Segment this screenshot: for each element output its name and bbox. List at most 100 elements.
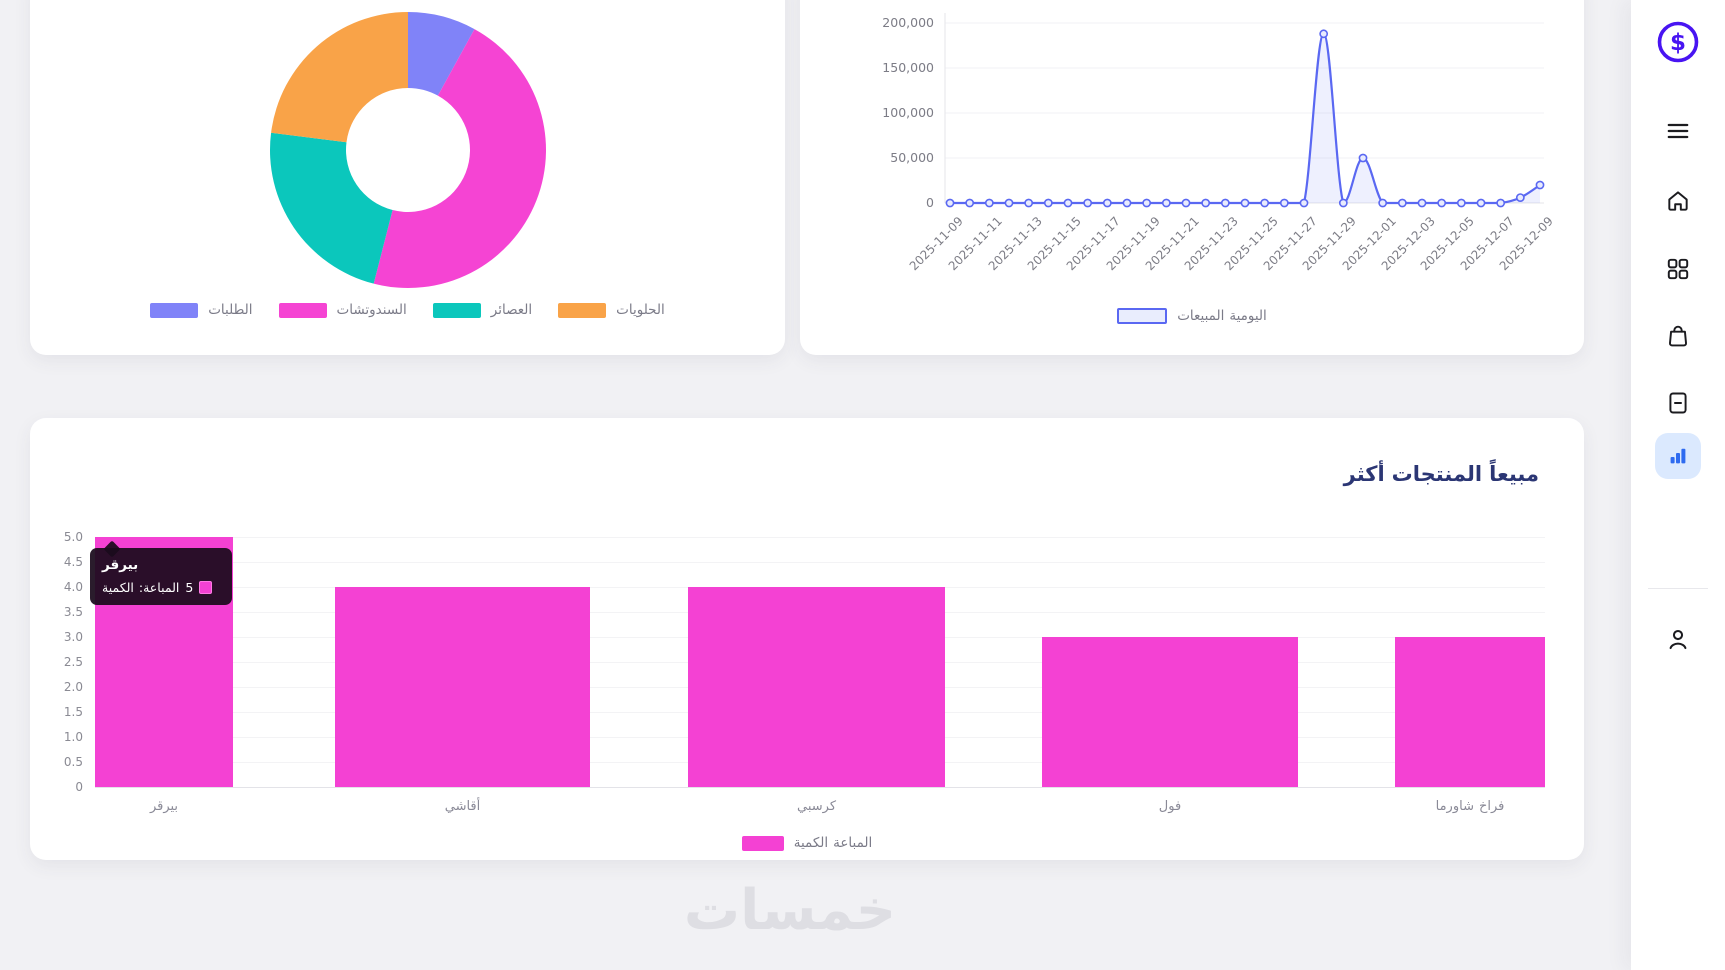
line-point-2025-12-07[interactable] bbox=[1496, 198, 1506, 208]
quantity-sold-legend-label: الكمية المباعة bbox=[793, 835, 873, 851]
line-point-2025-11-19[interactable] bbox=[1142, 198, 1152, 208]
line-point-2025-11-22[interactable] bbox=[1201, 198, 1211, 208]
legend-item-daily-sales[interactable]: المبيعات اليومية bbox=[1117, 308, 1267, 324]
line-point-2025-11-26[interactable] bbox=[1279, 198, 1289, 208]
bar-y-tick: 4.5 bbox=[63, 555, 83, 569]
overview-grid-icon[interactable] bbox=[1665, 256, 1691, 282]
line-point-2025-12-09[interactable] bbox=[1535, 180, 1545, 190]
orders-bag-icon[interactable] bbox=[1665, 323, 1691, 349]
donut-segment-3[interactable] bbox=[271, 12, 408, 143]
donut-legend-item-3[interactable]: الحلويات bbox=[558, 302, 665, 318]
svg-text:$: $ bbox=[1670, 30, 1686, 56]
bar-y-tick: 0.5 bbox=[63, 755, 83, 769]
line-y-tick: 200,000 bbox=[882, 15, 934, 30]
line-point-2025-11-15[interactable] bbox=[1063, 198, 1073, 208]
home-icon[interactable] bbox=[1665, 188, 1691, 214]
line-point-2025-12-01[interactable] bbox=[1378, 198, 1388, 208]
dollar-logo-icon[interactable]: $ bbox=[1656, 20, 1700, 64]
line-point-2025-12-08[interactable] bbox=[1515, 193, 1525, 202]
line-point-2025-11-14[interactable] bbox=[1043, 198, 1053, 208]
invoices-document-icon[interactable] bbox=[1665, 390, 1691, 416]
bar-أقاشي[interactable] bbox=[335, 587, 590, 787]
bar-legend: الكمية المباعة bbox=[30, 835, 1584, 851]
line-point-2025-11-17[interactable] bbox=[1102, 198, 1112, 208]
donut-legend-item-1[interactable]: السندوتشات bbox=[278, 302, 407, 318]
bar-y-tick: 0 bbox=[75, 780, 83, 794]
bar-y-tick: 3.5 bbox=[63, 605, 83, 619]
donut-legend-swatch-2 bbox=[432, 302, 481, 318]
tooltip-product-name: بيرقر bbox=[102, 557, 139, 573]
sidebar: $ bbox=[1631, 0, 1725, 970]
donut-segment-1[interactable] bbox=[373, 29, 546, 289]
line-point-2025-11-30[interactable] bbox=[1358, 153, 1368, 163]
tooltip-value: 5 bbox=[185, 580, 194, 595]
top-products-bar-chart[interactable]: 0 0.5 1.0 1.5 2.0 2.5 3.0 3.5 4.0 4.5 5.0 بيرقر أقاش… bbox=[30, 418, 1584, 860]
bar-x-label-0: بيرقر bbox=[149, 799, 179, 814]
line-point-2025-11-16[interactable] bbox=[1083, 198, 1093, 208]
daily-sales-swatch bbox=[1117, 308, 1168, 324]
bar-y-tick: 3.0 bbox=[63, 630, 83, 644]
donut-legend-label-0: الطلبات bbox=[208, 302, 253, 318]
bar-x-label-4: شاورما فراخ bbox=[1435, 799, 1505, 814]
line-point-2025-11-20[interactable] bbox=[1161, 198, 1171, 208]
line-point-2025-11-27[interactable] bbox=[1299, 198, 1309, 208]
bar-x-label-2: كرسبي bbox=[796, 799, 837, 814]
line-point-2025-11-13[interactable] bbox=[1024, 198, 1034, 208]
line-point-2025-11-09[interactable] bbox=[945, 198, 955, 208]
donut-legend-swatch-3 bbox=[558, 302, 607, 318]
line-point-2025-12-03[interactable] bbox=[1417, 198, 1427, 208]
tooltip-label: الكمية المباعة: bbox=[102, 580, 180, 595]
line-point-2025-11-11[interactable] bbox=[984, 198, 994, 208]
top-products-title: أكثر المنتجات مبيعاً bbox=[1343, 462, 1539, 486]
line-point-2025-11-18[interactable] bbox=[1122, 198, 1132, 208]
quantity-sold-swatch bbox=[741, 835, 784, 851]
line-point-2025-11-21[interactable] bbox=[1181, 198, 1191, 208]
line-point-2025-11-23[interactable] bbox=[1220, 198, 1230, 208]
donut-legend-label-2: العصائر bbox=[490, 302, 533, 318]
daily-sales-legend-label: المبيعات اليومية bbox=[1177, 308, 1267, 324]
donut-segment-2[interactable] bbox=[270, 132, 393, 284]
line-point-2025-12-02[interactable] bbox=[1397, 198, 1407, 208]
bar-شاورما فراخ[interactable] bbox=[1395, 637, 1545, 787]
bar-y-tick: 2.0 bbox=[63, 680, 83, 694]
donut-legend-swatch-1 bbox=[278, 302, 327, 318]
bar-فول[interactable] bbox=[1042, 637, 1298, 787]
line-y-tick: 0 bbox=[926, 195, 934, 210]
line-point-2025-11-24[interactable] bbox=[1240, 198, 1250, 208]
daily-sales-line-chart[interactable]: 0 50,000 100,000 150,000 200,000 bbox=[800, 0, 1584, 355]
khamsat-watermark: خمسات bbox=[683, 878, 897, 943]
bar-y-tick: 1.0 bbox=[63, 730, 83, 744]
donut-legend: الطلبات السندوتشات العصائر الحلويات bbox=[30, 302, 785, 318]
donut-legend-item-0[interactable]: الطلبات bbox=[150, 302, 253, 318]
line-point-2025-11-10[interactable] bbox=[965, 198, 975, 208]
line-point-2025-12-05[interactable] bbox=[1456, 198, 1466, 208]
donut-legend-label-3: الحلويات bbox=[616, 302, 665, 318]
legend-item-quantity-sold[interactable]: الكمية المباعة bbox=[741, 835, 873, 851]
bar-كرسبي[interactable] bbox=[688, 587, 945, 787]
donut-segment-0[interactable] bbox=[408, 12, 475, 96]
category-donut-card: الطلبات السندوتشات العصائر الحلويات bbox=[30, 0, 785, 355]
daily-sales-card: 0 50,000 100,000 150,000 200,000 2025-11-09 2… bbox=[800, 0, 1584, 355]
tooltip-value-line: الكمية المباعة: 5 bbox=[102, 580, 220, 595]
bar-y-tick: 1.5 bbox=[63, 705, 83, 719]
donut-legend-item-2[interactable]: العصائر bbox=[432, 302, 533, 318]
line-point-2025-12-04[interactable] bbox=[1437, 198, 1447, 208]
tooltip-color-box bbox=[199, 581, 213, 594]
line-y-tick: 50,000 bbox=[890, 150, 934, 165]
stats-chart-icon[interactable] bbox=[1655, 433, 1701, 479]
category-donut-chart[interactable] bbox=[30, 0, 785, 355]
line-point-2025-12-06[interactable] bbox=[1476, 198, 1486, 208]
line-point-2025-11-28[interactable] bbox=[1319, 29, 1329, 39]
top-products-card: أكثر المنتجات مبيعاً 0 0.5 1.0 1.5 2.0 2.5 3.0 3.… bbox=[30, 418, 1584, 860]
menu-icon[interactable] bbox=[1665, 118, 1691, 144]
bar-y-tick: 2.5 bbox=[63, 655, 83, 669]
bar-x-label-3: فول bbox=[1158, 799, 1182, 814]
profile-person-icon[interactable] bbox=[1665, 626, 1692, 653]
line-legend: المبيعات اليومية bbox=[800, 308, 1584, 324]
line-point-2025-11-12[interactable] bbox=[1004, 198, 1014, 208]
line-y-tick: 150,000 bbox=[882, 60, 934, 75]
line-point-2025-11-29[interactable] bbox=[1338, 198, 1348, 208]
line-point-2025-11-25[interactable] bbox=[1260, 198, 1270, 208]
bar-x-label-1: أقاشي bbox=[444, 799, 481, 814]
